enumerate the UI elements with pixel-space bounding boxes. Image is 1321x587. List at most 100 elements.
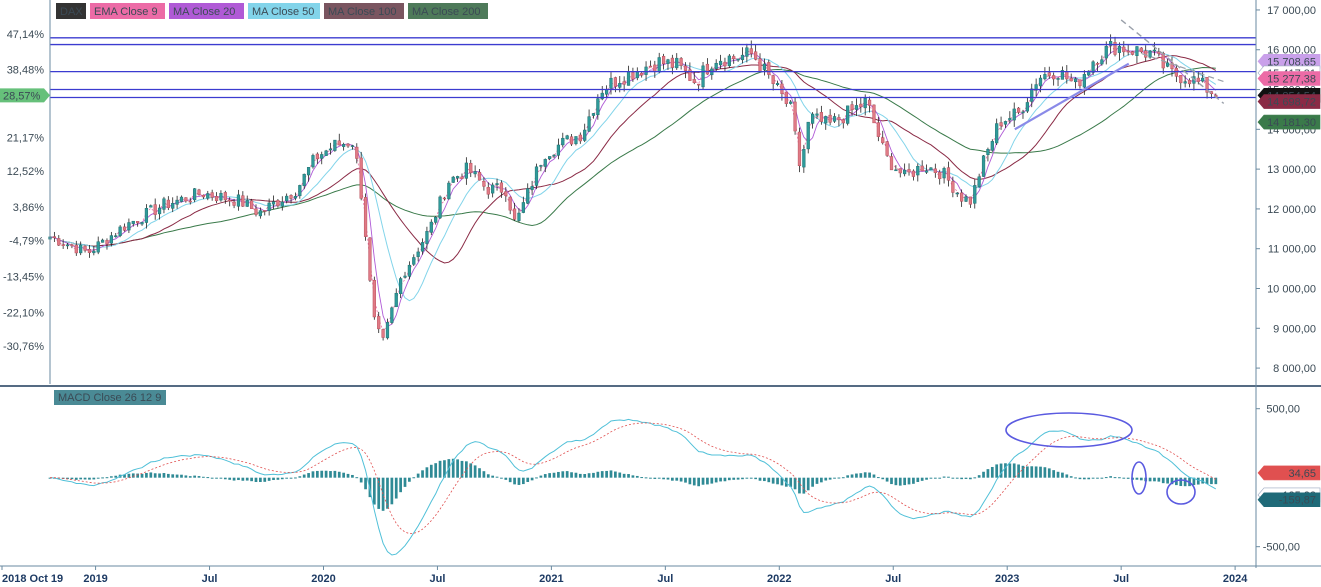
candle-body[interactable] xyxy=(1166,62,1170,67)
candle-body[interactable] xyxy=(981,155,986,177)
candle[interactable] xyxy=(819,105,823,125)
candle-body[interactable] xyxy=(666,59,670,64)
macd-histogram-bar[interactable] xyxy=(640,477,644,479)
macd-histogram-bar[interactable] xyxy=(1192,477,1196,486)
macd-histogram-bar[interactable] xyxy=(1047,468,1051,478)
candle[interactable] xyxy=(254,204,258,217)
candle-body[interactable] xyxy=(1130,51,1135,55)
macd-histogram-bar[interactable] xyxy=(863,472,867,478)
candle[interactable] xyxy=(1034,78,1038,97)
candle[interactable] xyxy=(675,53,679,70)
candle-body[interactable] xyxy=(894,169,898,172)
macd-histogram-bar[interactable] xyxy=(429,464,433,478)
candle[interactable] xyxy=(499,180,504,198)
macd-histogram-bar[interactable] xyxy=(947,476,950,478)
candle-body[interactable] xyxy=(1187,79,1192,85)
macd-histogram-bar[interactable] xyxy=(101,477,104,479)
macd-histogram-bar[interactable] xyxy=(758,477,762,481)
candle[interactable] xyxy=(973,179,977,209)
macd-histogram-bar[interactable] xyxy=(535,477,538,479)
candle[interactable] xyxy=(543,158,547,173)
candle[interactable] xyxy=(1139,47,1143,54)
candle[interactable] xyxy=(789,99,793,105)
candle[interactable] xyxy=(552,154,556,159)
candle[interactable] xyxy=(1157,47,1161,57)
candle[interactable] xyxy=(416,247,420,262)
legend-item-ma-close-100[interactable]: MA Close 100 xyxy=(324,3,404,19)
candle-body[interactable] xyxy=(600,92,604,100)
falling-channel-lower[interactable] xyxy=(1141,53,1224,83)
candle-body[interactable] xyxy=(714,62,718,70)
candle-body[interactable] xyxy=(201,194,206,198)
macd-histogram-bar[interactable] xyxy=(806,477,810,491)
candle[interactable] xyxy=(114,232,118,238)
candle[interactable] xyxy=(394,288,398,308)
macd-histogram-bar[interactable] xyxy=(1008,463,1012,478)
macd-histogram-bar[interactable] xyxy=(907,477,911,485)
candle[interactable] xyxy=(1069,73,1073,82)
candle-body[interactable] xyxy=(841,119,845,124)
candle[interactable] xyxy=(986,147,990,162)
macd-histogram-bar[interactable] xyxy=(859,473,863,478)
macd-histogram-bar[interactable] xyxy=(548,473,551,478)
legend-swatch[interactable] xyxy=(248,3,320,19)
candle-body[interactable] xyxy=(223,192,227,201)
macd-histogram-bar[interactable] xyxy=(618,472,622,478)
candle[interactable] xyxy=(166,196,170,211)
candle-body[interactable] xyxy=(828,114,832,123)
candle[interactable] xyxy=(162,196,166,214)
candle[interactable] xyxy=(184,197,188,203)
macd-histogram-bar[interactable] xyxy=(688,477,692,485)
macd-histogram-bar[interactable] xyxy=(1069,476,1073,478)
macd-histogram-bar[interactable] xyxy=(614,471,617,478)
macd-histogram-bar[interactable] xyxy=(1205,477,1209,485)
candle[interactable] xyxy=(1166,58,1170,68)
candle-body[interactable] xyxy=(907,169,911,173)
candle-body[interactable] xyxy=(140,222,144,225)
macd-histogram-bar[interactable] xyxy=(153,473,157,478)
candle-body[interactable] xyxy=(166,199,170,209)
candle[interactable] xyxy=(219,190,223,202)
macd-histogram-bar[interactable] xyxy=(876,477,880,479)
macd-histogram-bar[interactable] xyxy=(745,477,749,479)
candle[interactable] xyxy=(258,207,262,219)
macd-histogram-bar[interactable] xyxy=(394,477,398,499)
macd-histogram-bar[interactable] xyxy=(666,477,670,480)
candle-body[interactable] xyxy=(486,187,490,195)
macd-histogram-bar[interactable] xyxy=(539,475,543,478)
candle-body[interactable] xyxy=(254,208,258,215)
macd-histogram-bar[interactable] xyxy=(706,477,709,485)
candle[interactable] xyxy=(692,71,696,85)
candle[interactable] xyxy=(153,198,157,220)
candle-body[interactable] xyxy=(512,208,517,220)
candle-body[interactable] xyxy=(806,121,810,150)
candle[interactable] xyxy=(350,144,355,150)
legend-item-dax[interactable]: DAX xyxy=(56,3,86,19)
candle[interactable] xyxy=(1205,77,1209,99)
candle-body[interactable] xyxy=(184,197,188,202)
macd-histogram-bar[interactable] xyxy=(1139,477,1143,481)
candle[interactable] xyxy=(368,237,372,283)
candle[interactable] xyxy=(771,74,775,91)
candle-body[interactable] xyxy=(136,221,140,224)
candle-body[interactable] xyxy=(390,307,394,323)
candle-body[interactable] xyxy=(933,168,937,173)
candle[interactable] xyxy=(933,163,937,178)
candle[interactable] xyxy=(977,173,981,188)
candle-body[interactable] xyxy=(372,280,376,318)
candle-body[interactable] xyxy=(749,48,753,54)
candle-body[interactable] xyxy=(999,122,1003,127)
macd-histogram-bar[interactable] xyxy=(570,472,573,478)
candle[interactable] xyxy=(1183,75,1187,88)
macd-histogram-bar[interactable] xyxy=(609,470,613,478)
candle[interactable] xyxy=(964,194,968,202)
candle-body[interactable] xyxy=(850,104,854,111)
candle-body[interactable] xyxy=(732,56,736,60)
candle[interactable] xyxy=(289,194,293,204)
candle-body[interactable] xyxy=(754,51,758,60)
candle-body[interactable] xyxy=(758,58,762,72)
legend-item-ma-close-20[interactable]: MA Close 20 xyxy=(169,3,244,19)
candle-body[interactable] xyxy=(701,65,705,88)
candle[interactable] xyxy=(946,161,951,187)
candle[interactable] xyxy=(569,133,574,147)
